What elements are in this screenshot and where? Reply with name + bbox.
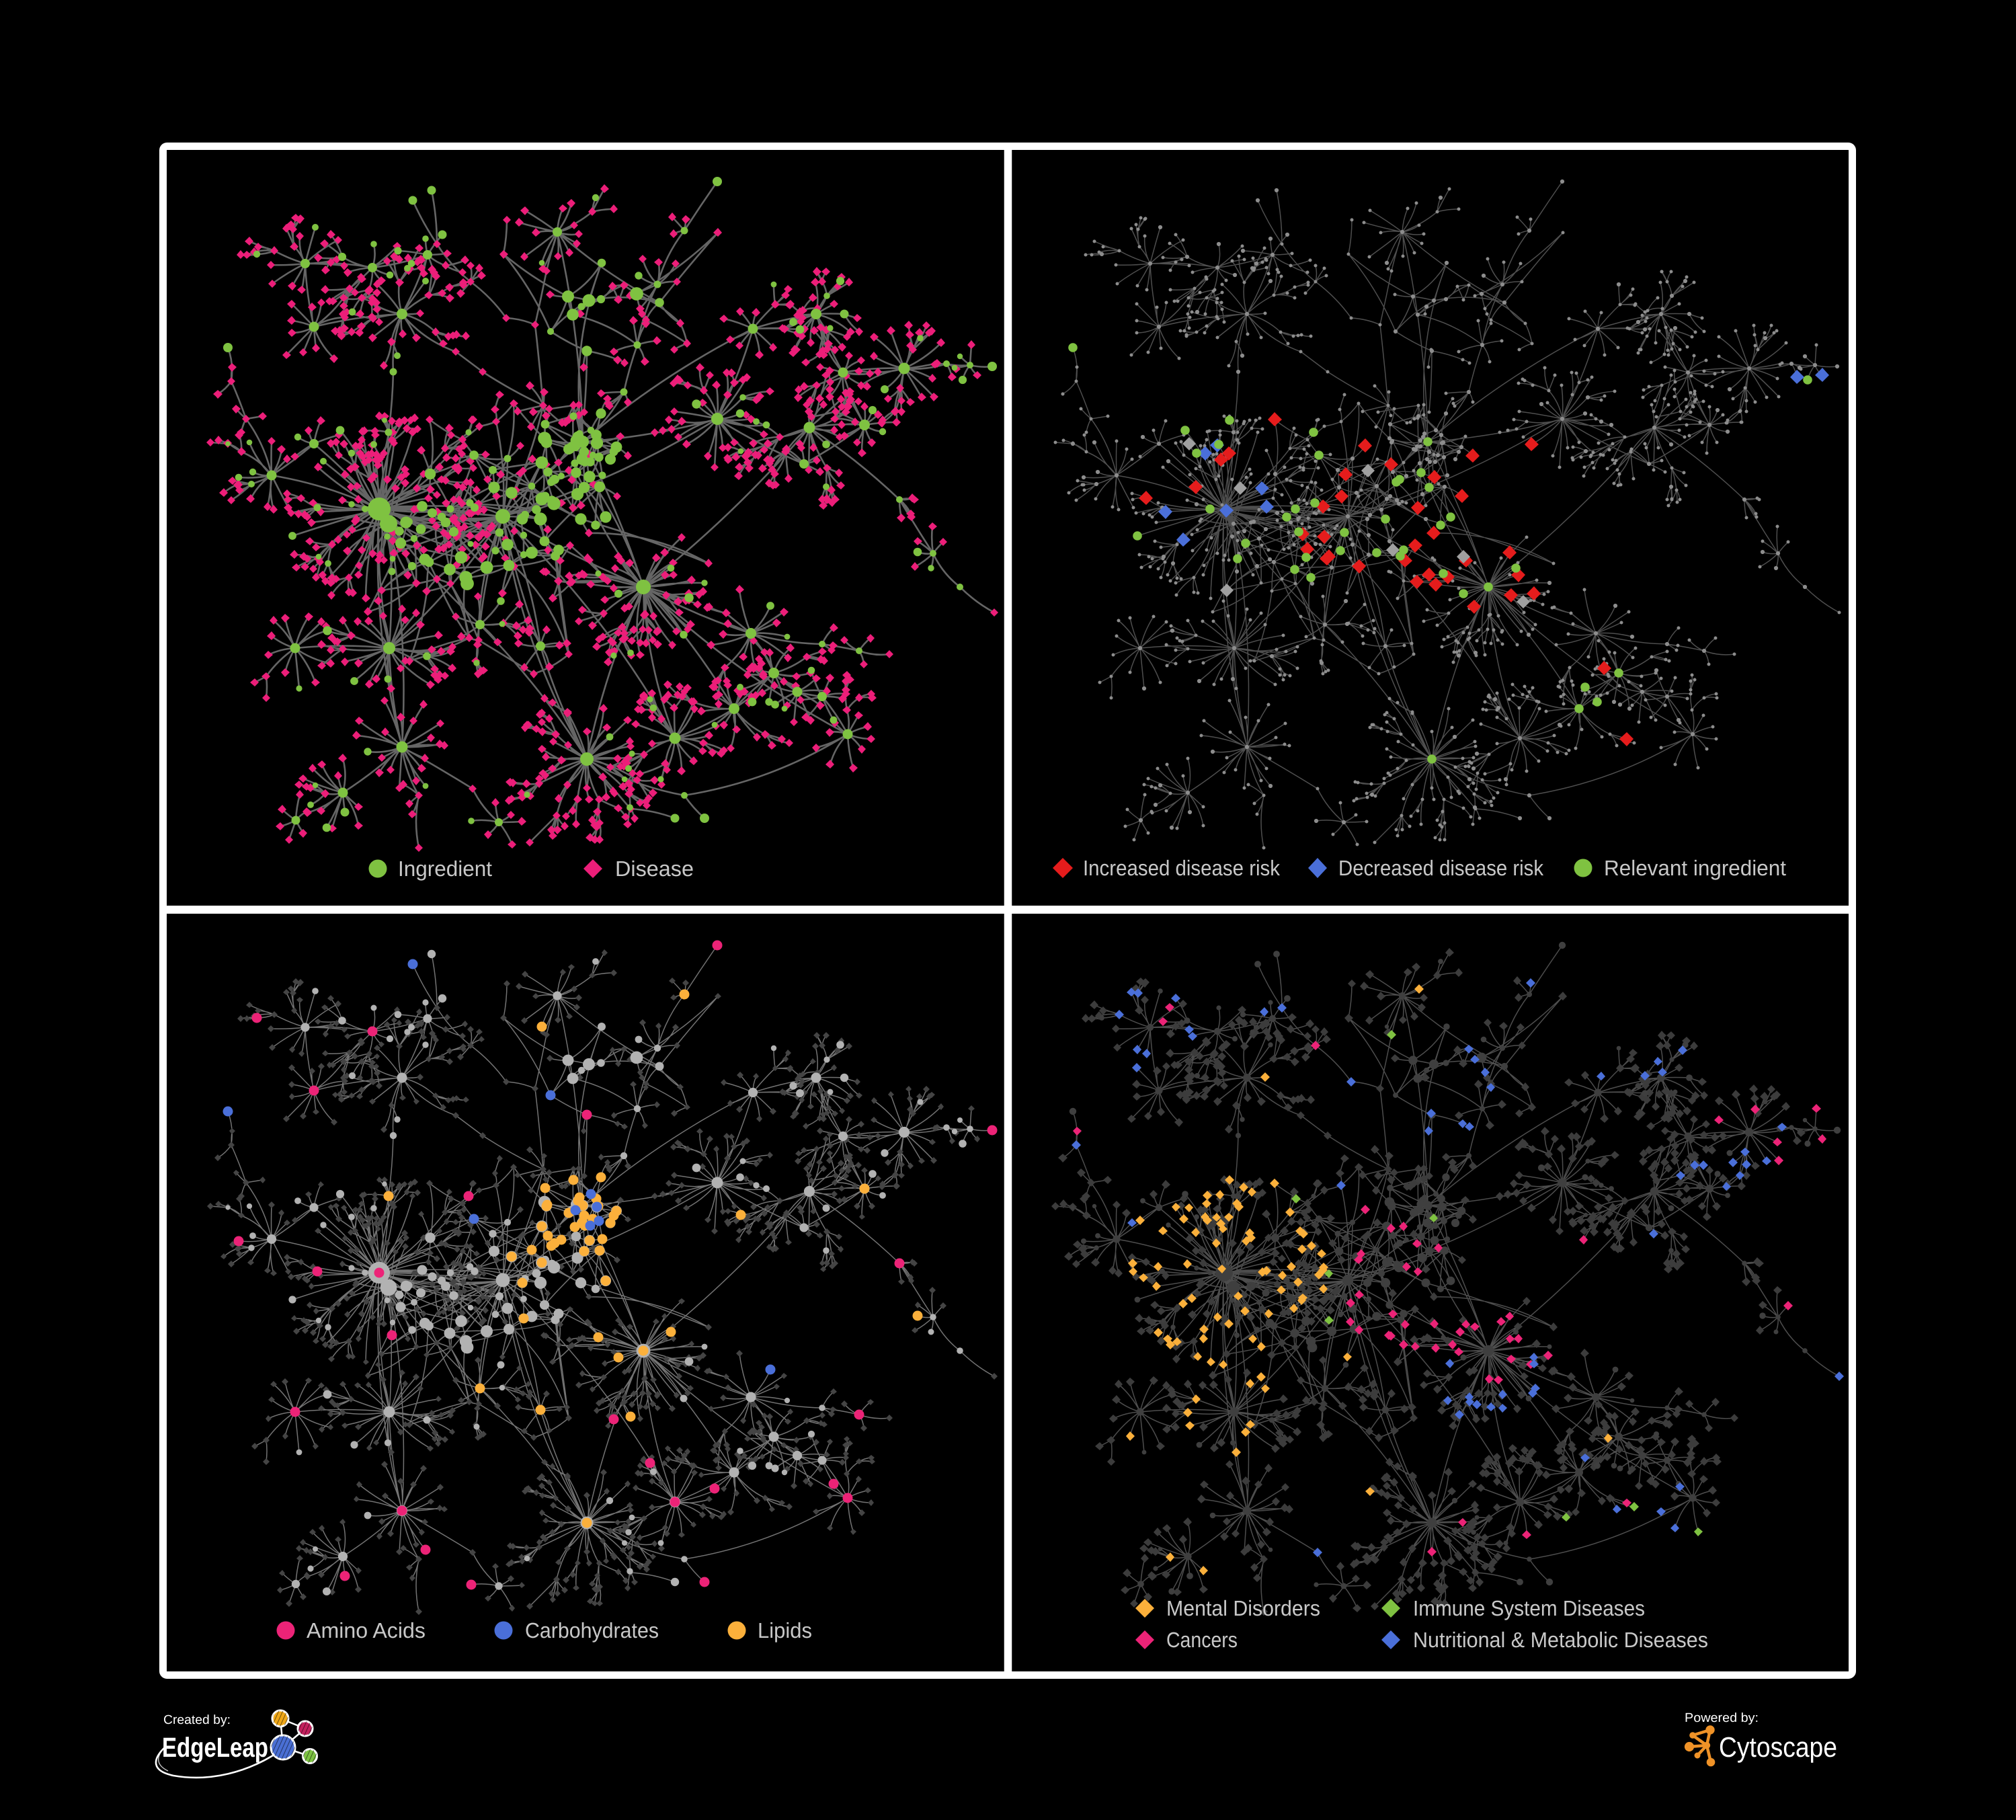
svg-text:Increased disease risk: Increased disease risk (1083, 856, 1281, 880)
svg-text:Mental Disorders: Mental Disorders (1166, 1596, 1320, 1620)
svg-text:Powered by:: Powered by: (1685, 1711, 1759, 1725)
svg-text:Immune System Diseases: Immune System Diseases (1413, 1596, 1645, 1620)
svg-text:Relevant ingredient: Relevant ingredient (1604, 856, 1786, 880)
svg-text:Disease: Disease (615, 857, 694, 881)
svg-text:Cancers: Cancers (1166, 1628, 1238, 1652)
svg-text:Nutritional & Metabolic Diseas: Nutritional & Metabolic Diseases (1413, 1628, 1708, 1652)
svg-text:Ingredient: Ingredient (398, 857, 492, 881)
svg-text:Carbohydrates: Carbohydrates (525, 1618, 659, 1643)
svg-text:Decreased disease risk: Decreased disease risk (1338, 856, 1544, 880)
svg-text:Created by:: Created by: (163, 1713, 231, 1727)
svg-text:EdgeLeap: EdgeLeap (162, 1732, 268, 1763)
svg-text:Cytoscape: Cytoscape (1719, 1731, 1837, 1763)
svg-text:Lipids: Lipids (758, 1618, 812, 1643)
svg-text:Amino Acids: Amino Acids (307, 1618, 426, 1643)
